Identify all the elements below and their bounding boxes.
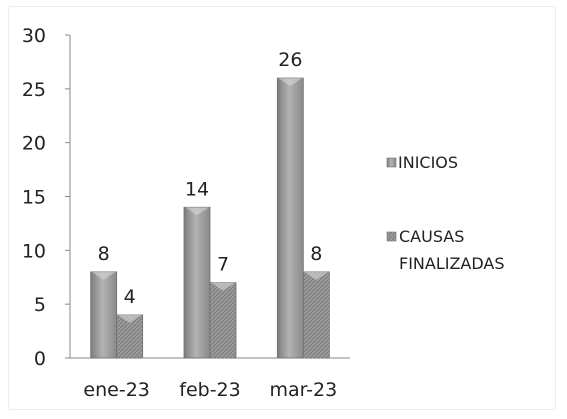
bar-inicios xyxy=(183,206,211,359)
y-tick-label: 0 xyxy=(34,348,46,370)
y-tick-label: 25 xyxy=(22,79,46,101)
y-tick-label: 5 xyxy=(34,294,46,316)
y-tick-label: 20 xyxy=(22,133,46,155)
bar-causas-finalizadas xyxy=(302,271,330,359)
y-tick-label: 10 xyxy=(22,240,46,262)
x-tick-label: ene-23 xyxy=(83,379,149,401)
bar-inicios xyxy=(276,77,304,359)
bar-top-bevel xyxy=(278,78,303,87)
bar-top-bevel xyxy=(117,314,142,323)
data-label: 7 xyxy=(217,254,229,276)
legend-swatch xyxy=(386,157,397,168)
bar-causas-finalizadas xyxy=(209,282,237,359)
x-tick-label: mar-23 xyxy=(269,379,337,401)
legend-swatch xyxy=(386,231,397,242)
bar-inicios xyxy=(90,271,118,359)
bar-top-bevel xyxy=(91,271,116,280)
data-label: 8 xyxy=(310,243,322,265)
y-tick-label: 15 xyxy=(22,187,46,209)
x-tick-label: feb-23 xyxy=(179,379,240,401)
data-label: 14 xyxy=(185,178,209,200)
legend-label: FINALIZADAS xyxy=(399,254,505,273)
data-label: 4 xyxy=(124,286,136,308)
data-label: 8 xyxy=(98,243,110,265)
legend-label: CAUSAS xyxy=(399,227,464,246)
y-tick-label: 30 xyxy=(22,25,46,47)
legend-label: INICIOS xyxy=(398,153,458,172)
bar-top-bevel xyxy=(185,207,209,216)
bar-top-bevel xyxy=(211,282,235,291)
bar-top-bevel xyxy=(304,271,329,280)
data-label: 26 xyxy=(278,49,302,71)
